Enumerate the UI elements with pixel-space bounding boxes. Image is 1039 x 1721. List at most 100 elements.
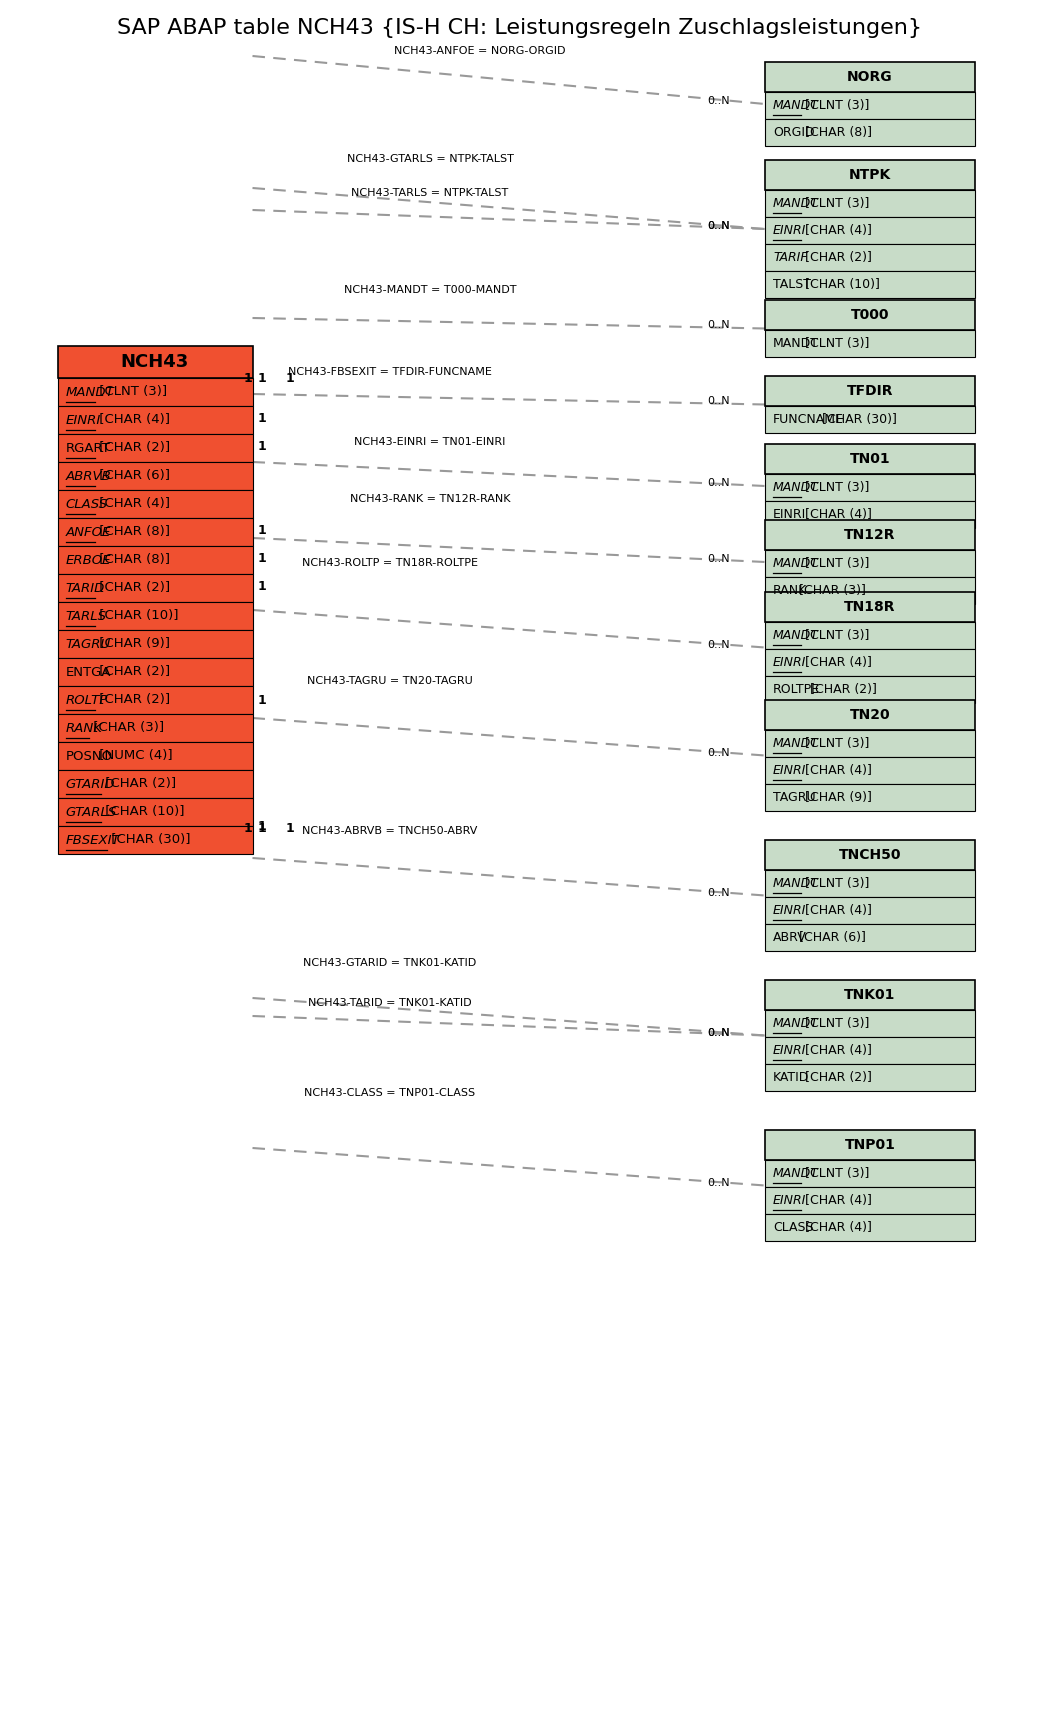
- Bar: [765, 924, 975, 952]
- Bar: [57, 769, 252, 799]
- Text: MANDT: MANDT: [773, 1017, 819, 1029]
- Text: [CLNT (3)]: [CLNT (3)]: [801, 480, 870, 494]
- Bar: [765, 871, 975, 897]
- Bar: [765, 520, 975, 551]
- Text: NCH43: NCH43: [121, 353, 189, 372]
- Text: [CHAR (4)]: [CHAR (4)]: [95, 413, 170, 427]
- Bar: [765, 160, 975, 189]
- Text: 0..N: 0..N: [708, 220, 730, 231]
- Bar: [765, 119, 975, 146]
- Text: 0..N: 0..N: [708, 1177, 730, 1187]
- Text: TARLS: TARLS: [65, 609, 107, 623]
- Text: ABRVB: ABRVB: [65, 470, 111, 482]
- Text: NTPK: NTPK: [849, 169, 891, 182]
- Text: TARID: TARID: [65, 582, 105, 594]
- Bar: [57, 434, 252, 461]
- Text: NCH43-CLASS = TNP01-CLASS: NCH43-CLASS = TNP01-CLASS: [304, 1088, 476, 1098]
- Text: 1: 1: [258, 823, 266, 835]
- Text: RGART: RGART: [65, 442, 110, 454]
- Text: [CHAR (4)]: [CHAR (4)]: [801, 764, 872, 776]
- Bar: [57, 490, 252, 518]
- Bar: [57, 714, 252, 742]
- Text: [CHAR (9)]: [CHAR (9)]: [95, 637, 170, 651]
- Bar: [765, 700, 975, 730]
- Text: FBSEXIT: FBSEXIT: [65, 833, 121, 847]
- Text: POSNO: POSNO: [65, 750, 112, 762]
- Bar: [765, 1187, 975, 1213]
- Text: T000: T000: [851, 308, 889, 322]
- Bar: [57, 826, 252, 854]
- Bar: [57, 546, 252, 575]
- Text: FUNCNAME: FUNCNAME: [773, 413, 844, 427]
- Bar: [765, 62, 975, 91]
- Text: ORGID: ORGID: [773, 126, 815, 139]
- Text: [CHAR (30)]: [CHAR (30)]: [818, 413, 897, 427]
- Text: [CLNT (3)]: [CLNT (3)]: [801, 196, 870, 210]
- Text: NORG: NORG: [847, 71, 893, 84]
- Text: [CHAR (4)]: [CHAR (4)]: [801, 224, 872, 237]
- Text: 1: 1: [258, 819, 267, 833]
- Text: 1: 1: [243, 372, 252, 386]
- Text: [CHAR (4)]: [CHAR (4)]: [801, 904, 872, 917]
- Bar: [57, 799, 252, 826]
- Bar: [765, 757, 975, 785]
- Text: ROLTPE: ROLTPE: [773, 683, 820, 695]
- Text: NCH43-GTARLS = NTPK-TALST: NCH43-GTARLS = NTPK-TALST: [347, 153, 513, 163]
- Text: ANFOE: ANFOE: [65, 525, 111, 539]
- Text: EINRI: EINRI: [773, 656, 806, 669]
- Text: [CHAR (4)]: [CHAR (4)]: [801, 1194, 872, 1206]
- Text: TN12R: TN12R: [845, 528, 896, 542]
- Text: TN18R: TN18R: [845, 601, 896, 614]
- Bar: [765, 1131, 975, 1160]
- Text: [CHAR (2)]: [CHAR (2)]: [95, 694, 170, 707]
- Text: NCH43-RANK = TN12R-RANK: NCH43-RANK = TN12R-RANK: [350, 494, 510, 504]
- Text: NCH43-TARLS = NTPK-TALST: NCH43-TARLS = NTPK-TALST: [351, 188, 509, 198]
- Bar: [57, 657, 252, 687]
- Text: MANDT: MANDT: [773, 628, 819, 642]
- Text: SAP ABAP table NCH43 {IS-H CH: Leistungsregeln Zuschlagsleistungen}: SAP ABAP table NCH43 {IS-H CH: Leistungs…: [117, 17, 922, 38]
- Text: CLASS: CLASS: [773, 1220, 814, 1234]
- Text: [CHAR (2)]: [CHAR (2)]: [95, 442, 170, 454]
- Bar: [765, 577, 975, 604]
- Text: KATID: KATID: [773, 1070, 809, 1084]
- Text: MANDT: MANDT: [773, 196, 819, 210]
- Bar: [765, 473, 975, 501]
- Text: [CHAR (10)]: [CHAR (10)]: [801, 279, 880, 291]
- Bar: [765, 1160, 975, 1187]
- Text: [CHAR (2)]: [CHAR (2)]: [801, 1070, 872, 1084]
- Text: 1: 1: [258, 551, 267, 564]
- Text: 0..N: 0..N: [708, 640, 730, 649]
- Text: [NUMC (4)]: [NUMC (4)]: [95, 750, 172, 762]
- Text: EINRI: EINRI: [773, 764, 806, 776]
- Text: TNP01: TNP01: [845, 1138, 896, 1151]
- Text: 1: 1: [258, 441, 267, 454]
- Text: [CLNT (3)]: [CLNT (3)]: [801, 737, 870, 750]
- Text: NCH43-ANFOE = NORG-ORGID: NCH43-ANFOE = NORG-ORGID: [394, 46, 566, 57]
- Text: ENTGA: ENTGA: [65, 666, 111, 678]
- Bar: [765, 217, 975, 244]
- Text: 1: 1: [258, 580, 267, 592]
- Text: 0..N: 0..N: [708, 747, 730, 757]
- Text: 0..N: 0..N: [708, 888, 730, 897]
- Text: MANDT: MANDT: [773, 558, 819, 570]
- Text: [CLNT (3)]: [CLNT (3)]: [801, 1017, 870, 1029]
- Text: [CHAR (8)]: [CHAR (8)]: [801, 126, 872, 139]
- Text: MANDT: MANDT: [773, 878, 819, 890]
- Text: 1: 1: [243, 823, 252, 835]
- Bar: [765, 270, 975, 298]
- Text: [CHAR (4)]: [CHAR (4)]: [801, 1045, 872, 1057]
- Text: [CHAR (2)]: [CHAR (2)]: [101, 778, 176, 790]
- Bar: [57, 575, 252, 602]
- Bar: [765, 840, 975, 871]
- Text: RANK: RANK: [773, 583, 807, 597]
- Text: 0..N: 0..N: [708, 1027, 730, 1038]
- Text: TFDIR: TFDIR: [847, 384, 894, 398]
- Text: [CHAR (4)]: [CHAR (4)]: [801, 1220, 872, 1234]
- Text: NCH43-TAGRU = TN20-TAGRU: NCH43-TAGRU = TN20-TAGRU: [308, 676, 473, 687]
- Bar: [765, 979, 975, 1010]
- Text: [CHAR (8)]: [CHAR (8)]: [95, 554, 170, 566]
- Bar: [765, 375, 975, 406]
- Text: [CHAR (3)]: [CHAR (3)]: [89, 721, 164, 735]
- Text: 0..N: 0..N: [708, 96, 730, 107]
- Text: NCH43-ABRVB = TNCH50-ABRV: NCH43-ABRVB = TNCH50-ABRV: [302, 826, 478, 836]
